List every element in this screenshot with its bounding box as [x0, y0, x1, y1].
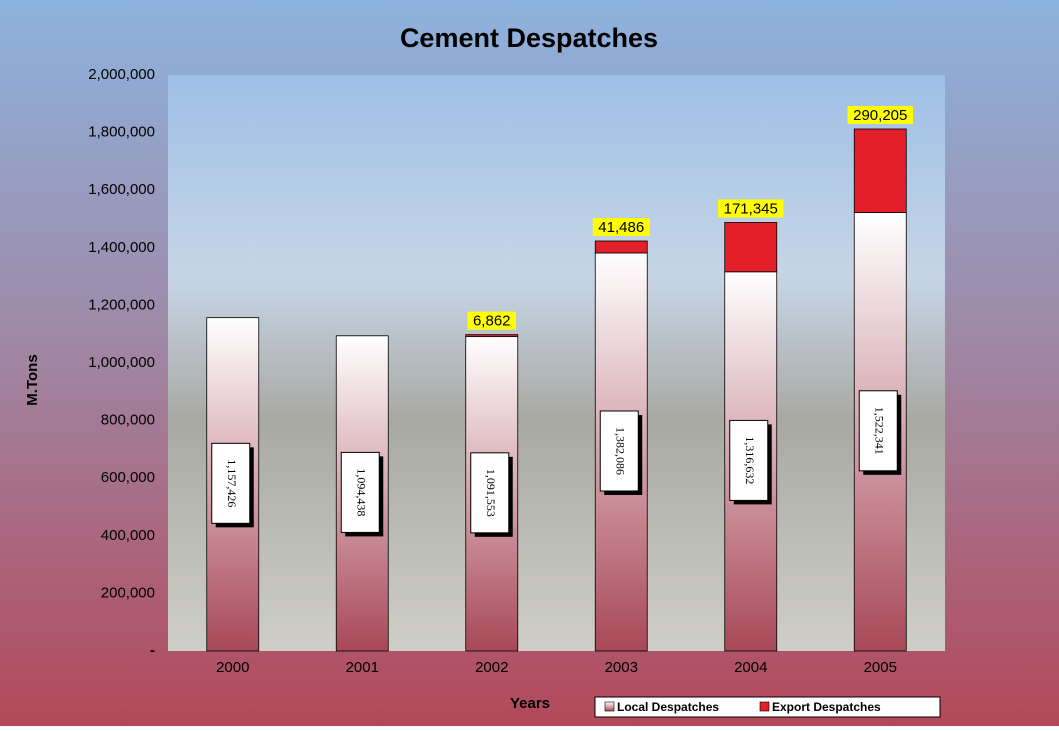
legend-swatch: [759, 701, 770, 712]
label-box: [470, 452, 510, 534]
y-tick-label: 1,200,000: [88, 296, 155, 313]
value-label: 290,205: [853, 107, 907, 124]
y-tick-label: 1,600,000: [88, 181, 155, 198]
x-tick-label: 2001: [346, 659, 379, 676]
value-label: 1,091,553: [484, 469, 498, 517]
y-tick-label: 600,000: [101, 469, 155, 486]
x-axis-label: Years: [510, 695, 550, 712]
label-box: [847, 105, 913, 124]
y-axis-label: M.Tons: [24, 354, 41, 405]
chart-title: Cement Despatches: [400, 23, 658, 53]
value-label: 1,522,341: [873, 407, 887, 455]
y-tick-label: 800,000: [101, 412, 155, 429]
y-tick-label: 2,000,000: [88, 66, 155, 83]
bar-segment: [594, 240, 648, 254]
legend-label: Local Despatches: [617, 700, 719, 714]
value-label: 41,486: [598, 219, 644, 236]
value-label: 1,094,438: [355, 468, 369, 516]
bar-segment: [465, 334, 519, 338]
bar-segment: [724, 222, 778, 273]
x-tick-label: 2003: [605, 659, 638, 676]
value-label: 1,382,086: [614, 427, 628, 475]
label-box: [599, 410, 639, 492]
label-box: [729, 419, 769, 501]
label-box: [592, 218, 650, 237]
y-tick-label: 1,400,000: [88, 239, 155, 256]
value-label: 6,862: [473, 313, 511, 330]
y-tick-label: 200,000: [101, 584, 155, 601]
label-box: [211, 442, 251, 524]
x-tick-label: 2005: [864, 659, 897, 676]
label-box: [858, 390, 898, 472]
label-box: [467, 311, 516, 330]
value-label: 1,316,632: [743, 436, 757, 484]
x-tick-label: 2004: [734, 659, 767, 676]
legend-label: Export Despatches: [772, 700, 881, 714]
value-label: 171,345: [724, 200, 778, 217]
legend-swatch: [604, 701, 615, 712]
value-label: 1,157,426: [225, 459, 239, 507]
x-tick-label: 2000: [216, 659, 249, 676]
x-tick-label: 2002: [475, 659, 508, 676]
label-box: [340, 451, 380, 533]
y-tick-label: -: [150, 642, 155, 659]
bar-segment: [853, 128, 907, 213]
y-tick-label: 400,000: [101, 527, 155, 544]
y-tick-label: 1,800,000: [88, 124, 155, 141]
plot-area: [168, 75, 945, 651]
label-box: [718, 199, 784, 218]
y-tick-label: 1,000,000: [88, 354, 155, 371]
